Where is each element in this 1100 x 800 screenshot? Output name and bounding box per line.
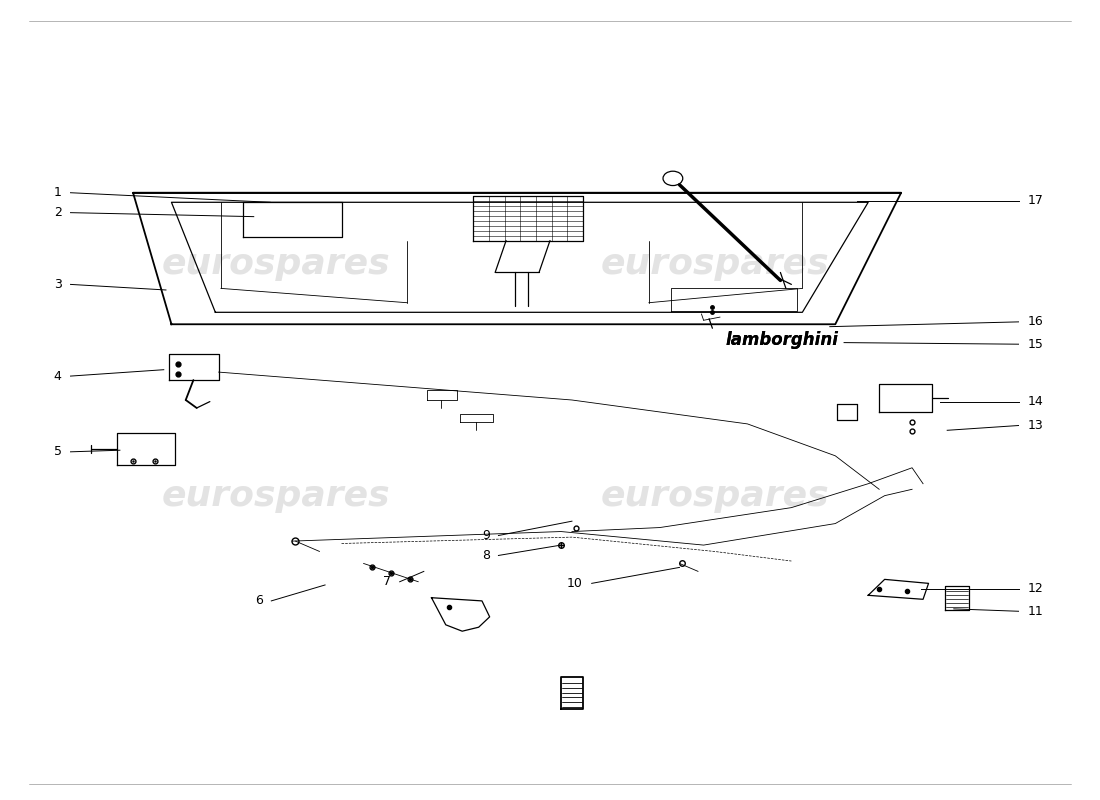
Text: 3: 3 xyxy=(54,278,62,291)
Text: 6: 6 xyxy=(255,594,263,607)
Text: 7: 7 xyxy=(383,575,390,588)
Text: 16: 16 xyxy=(1027,315,1043,328)
Text: 13: 13 xyxy=(1027,419,1043,432)
Text: 9: 9 xyxy=(482,529,490,542)
Text: eurospares: eurospares xyxy=(601,247,829,282)
Text: 2: 2 xyxy=(54,206,62,219)
Text: 11: 11 xyxy=(1027,605,1043,618)
Text: 5: 5 xyxy=(54,446,62,458)
Text: 17: 17 xyxy=(1027,194,1043,207)
Text: 12: 12 xyxy=(1027,582,1043,595)
Text: lamborghini: lamborghini xyxy=(726,331,838,350)
Text: 8: 8 xyxy=(482,549,490,562)
Text: 15: 15 xyxy=(1027,338,1043,350)
Text: 4: 4 xyxy=(54,370,62,382)
Text: 1: 1 xyxy=(54,186,62,199)
Text: eurospares: eurospares xyxy=(162,478,390,513)
Text: eurospares: eurospares xyxy=(162,247,390,282)
Text: eurospares: eurospares xyxy=(601,478,829,513)
Text: 14: 14 xyxy=(1027,395,1043,408)
Text: 10: 10 xyxy=(566,577,583,590)
Text: lamborghini: lamborghini xyxy=(726,331,838,350)
